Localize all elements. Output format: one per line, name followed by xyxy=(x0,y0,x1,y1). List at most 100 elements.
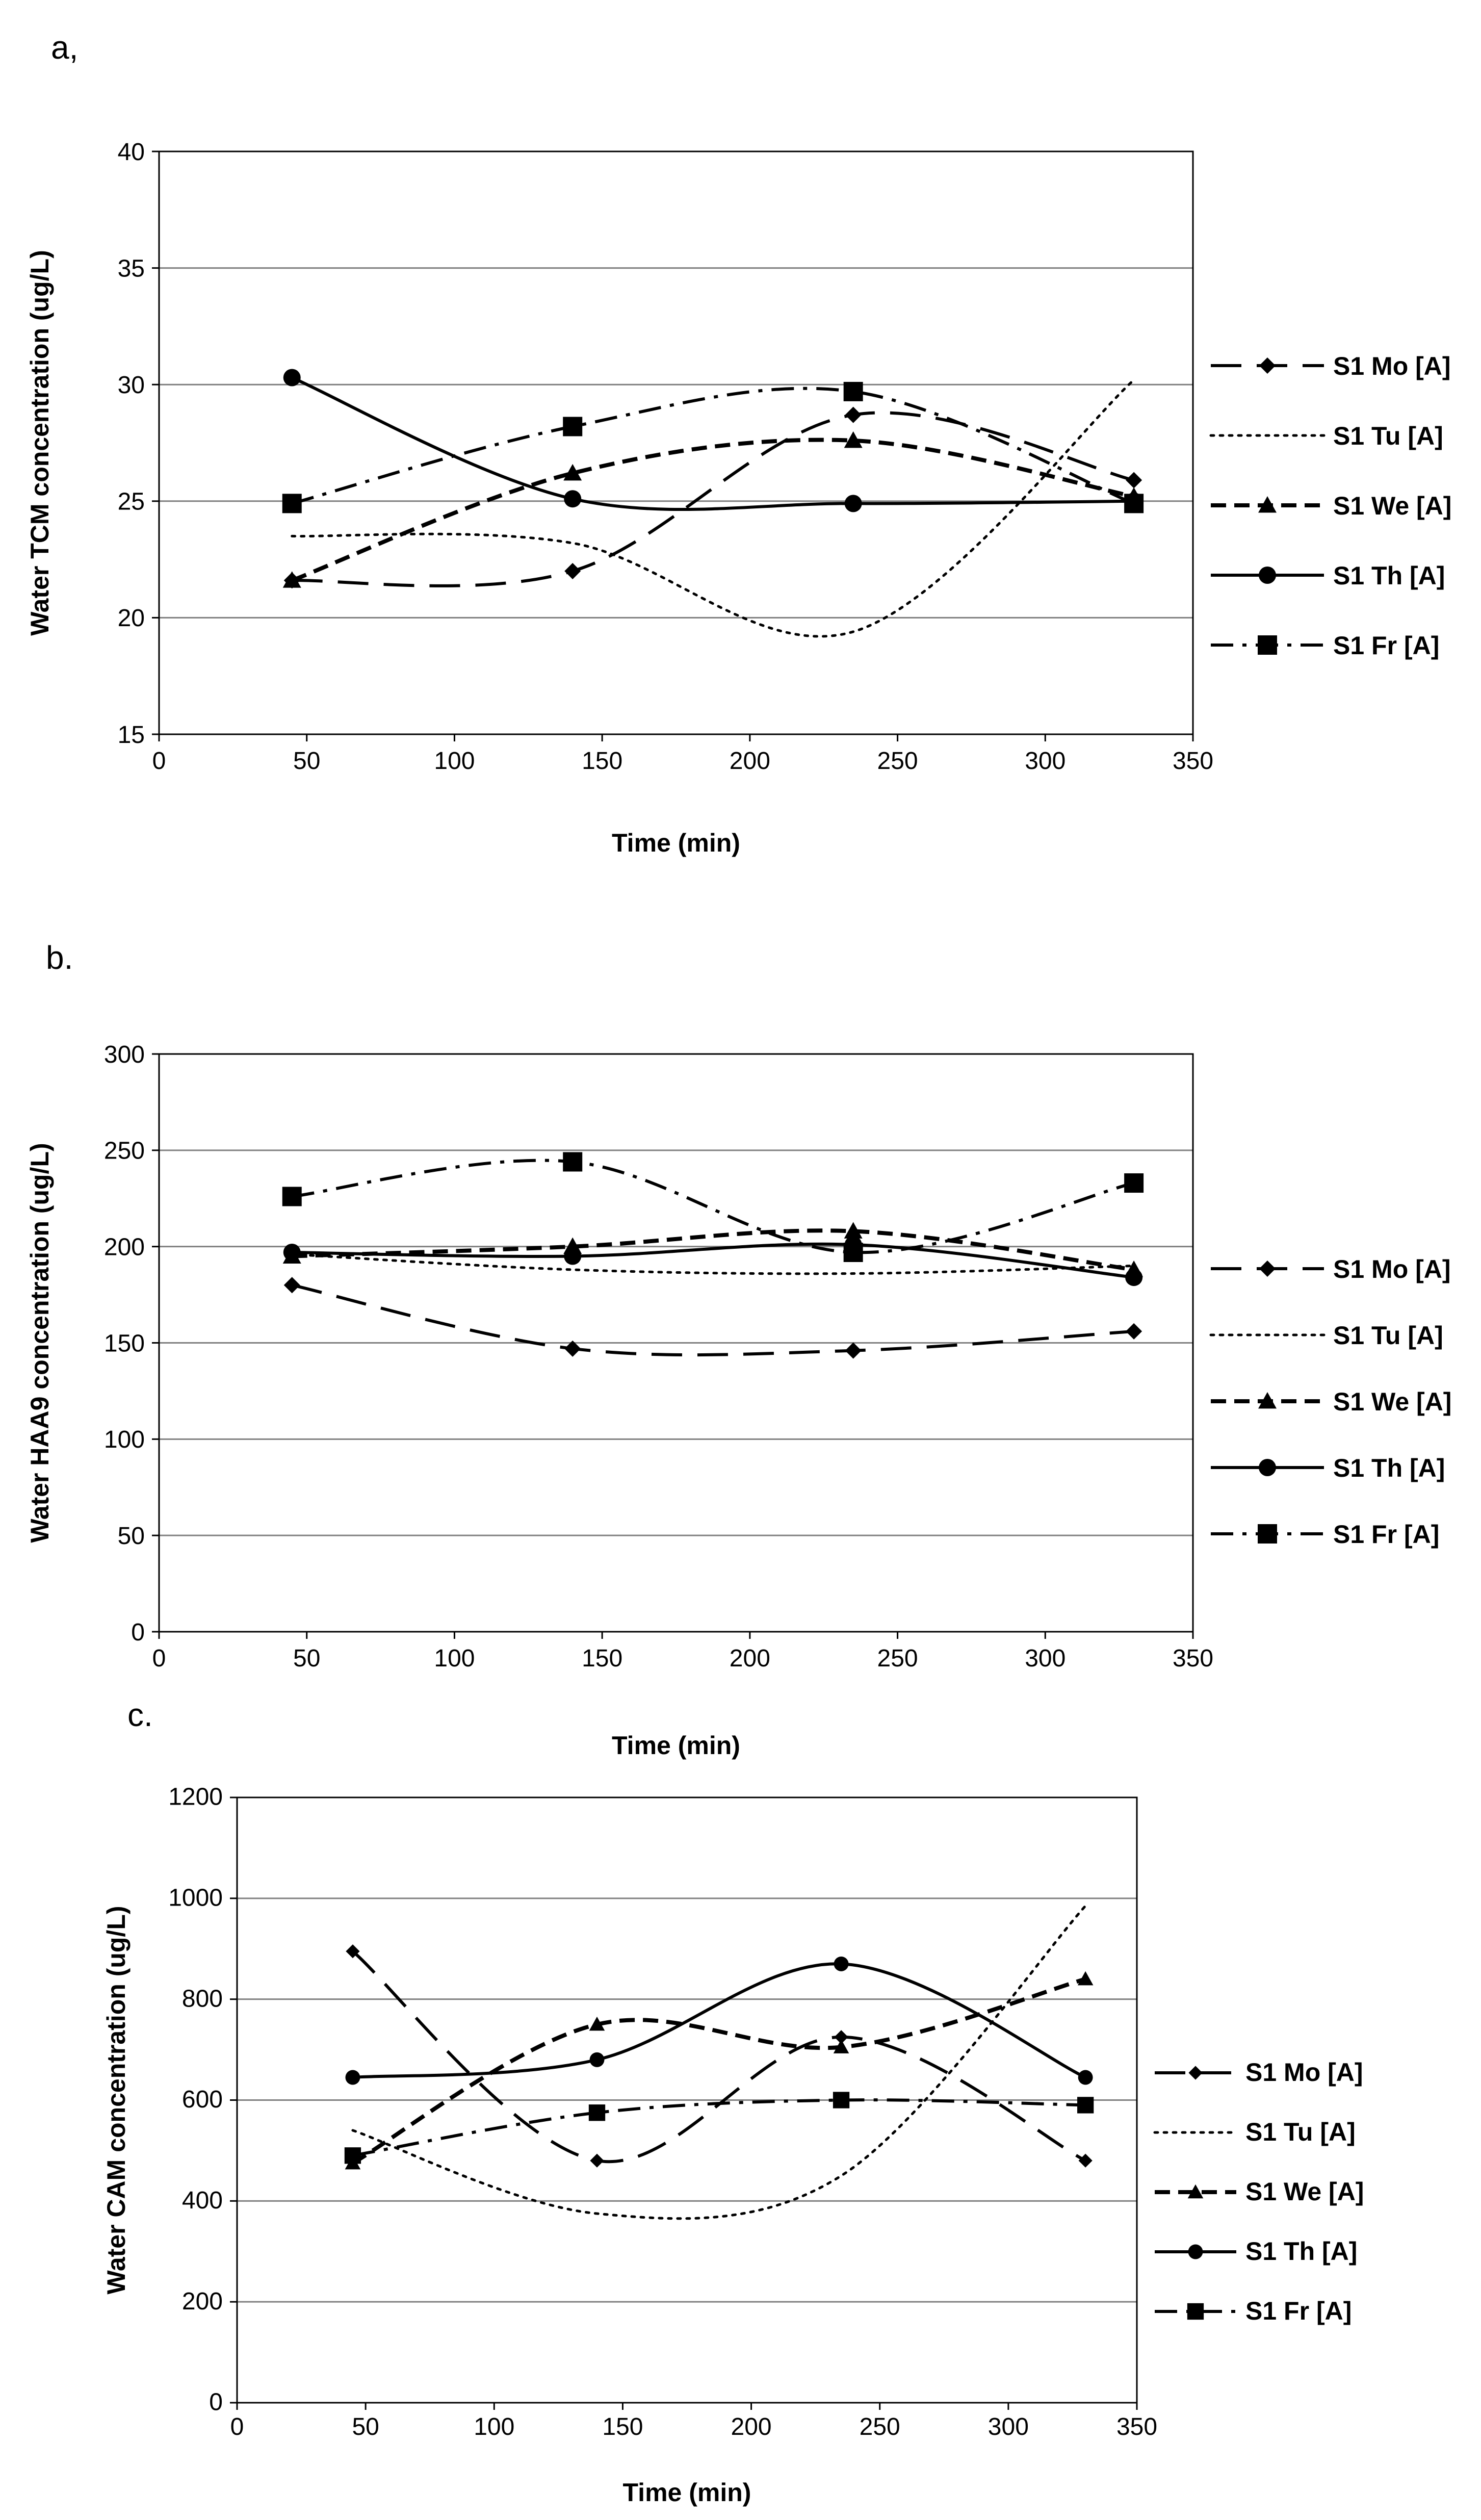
y-tick-label: 20 xyxy=(118,605,145,632)
panel-label: c. xyxy=(127,1696,153,1733)
chart-c: c. 0 200 400 600 800 1000 1200 0 50 100 150 200 250 30… xyxy=(102,1696,1364,2507)
data-point-mo xyxy=(283,1277,300,1294)
x-tick-label: 350 xyxy=(1173,748,1213,775)
series-line-fr xyxy=(292,1159,1134,1254)
series-tu xyxy=(291,378,1135,638)
data-point-fr xyxy=(843,1242,863,1262)
x-tick-label: 50 xyxy=(293,1645,320,1672)
diamond-marker-icon xyxy=(1188,2066,1203,2080)
circle-marker-icon xyxy=(1259,1459,1276,1476)
x-tick-label: 250 xyxy=(877,748,918,775)
legend-label: S1 Tu [A] xyxy=(1245,2118,1356,2146)
data-point-fr xyxy=(344,2147,361,2164)
panel-label: a, xyxy=(51,29,78,66)
legend-label: S1 Fr [A] xyxy=(1333,1520,1439,1549)
legend-label: S1 Fr [A] xyxy=(1245,2297,1352,2325)
series-we xyxy=(345,1971,1094,2170)
data-point-th xyxy=(283,1243,301,1261)
x-tick-label: 300 xyxy=(1025,748,1066,775)
legend-label: S1 Th [A] xyxy=(1333,1454,1445,1482)
legend-entry-fr: S1 Fr [A] xyxy=(1211,631,1439,660)
data-point-we xyxy=(282,571,301,588)
data-point-fr xyxy=(1124,494,1144,513)
x-axis-title: Time (min) xyxy=(612,829,740,857)
diamond-marker-icon xyxy=(1259,357,1276,374)
data-point-fr xyxy=(563,1152,583,1172)
y-tick-label: 1200 xyxy=(168,1784,223,1811)
data-point-th xyxy=(1125,1269,1143,1287)
legend-label: S1 Mo [A] xyxy=(1333,1255,1451,1283)
data-point-mo xyxy=(346,1944,360,1959)
y-tick-label: 400 xyxy=(182,2187,223,2214)
x-tick-label: 150 xyxy=(582,748,622,775)
y-tick-label: 15 xyxy=(118,722,145,749)
circle-marker-icon xyxy=(1188,2244,1203,2259)
data-point-th xyxy=(844,495,862,512)
series-mo xyxy=(346,1944,1093,2168)
x-tick-label: 50 xyxy=(293,748,320,775)
series-line-we xyxy=(291,438,1134,582)
x-tick-label: 350 xyxy=(1116,2413,1157,2440)
x-tick-label: 300 xyxy=(988,2413,1029,2440)
legend-label: S1 Tu [A] xyxy=(1333,422,1443,450)
legend-entry-fr: S1 Fr [A] xyxy=(1155,2297,1352,2325)
series-line-th xyxy=(291,376,1134,511)
series-line-tu xyxy=(291,378,1135,638)
data-point-th xyxy=(564,490,582,508)
x-tick-label: 250 xyxy=(877,1645,918,1672)
data-point-fr xyxy=(563,417,583,436)
legend-label: S1 Fr [A] xyxy=(1333,631,1439,660)
y-tick-label: 200 xyxy=(182,2288,223,2315)
data-point-th xyxy=(589,2052,605,2067)
y-axis-title: Water TCM concentration (ug/L) xyxy=(25,250,54,635)
data-point-th xyxy=(283,369,301,387)
triangle-marker-icon xyxy=(1258,1392,1277,1409)
x-tick-label: 200 xyxy=(730,1645,770,1672)
data-point-th xyxy=(345,2070,360,2085)
data-point-th xyxy=(1078,2070,1093,2085)
y-tick-label: 25 xyxy=(118,488,145,516)
series-tu xyxy=(351,1905,1087,2220)
data-point-th xyxy=(834,1956,849,1971)
legend-entry-we: S1 We [A] xyxy=(1155,2177,1364,2206)
legend-entry-tu: S1 Tu [A] xyxy=(1209,422,1443,450)
y-tick-label: 1000 xyxy=(168,1885,223,1912)
data-point-we xyxy=(589,2016,605,2031)
y-axis-title: Water CAM concentration (ug/L) xyxy=(102,1906,131,2294)
x-tick-label: 200 xyxy=(730,748,770,775)
series-line-fr xyxy=(291,387,1135,505)
series-th xyxy=(283,369,1143,512)
y-tick-label: 100 xyxy=(104,1426,145,1453)
y-tick-label: 40 xyxy=(118,139,145,166)
series-line-th xyxy=(352,1962,1086,2079)
legend-label: S1 Mo [A] xyxy=(1245,2058,1363,2087)
y-tick-label: 300 xyxy=(104,1041,145,1068)
x-tick-label: 100 xyxy=(434,748,475,775)
plot-frame xyxy=(158,150,1194,735)
diamond-marker-icon xyxy=(1259,1261,1276,1277)
data-point-we xyxy=(844,1222,863,1239)
data-point-mo xyxy=(564,562,581,579)
legend-label: S1 Mo [A] xyxy=(1333,352,1451,380)
square-marker-icon xyxy=(1187,2303,1204,2320)
x-tick-label: 0 xyxy=(152,748,166,775)
legend-entry-th: S1 Th [A] xyxy=(1155,2237,1357,2266)
y-tick-label: 200 xyxy=(104,1233,145,1261)
data-point-fr xyxy=(843,381,863,401)
x-axis-title: Time (min) xyxy=(612,1731,740,1760)
legend-label: S1 We [A] xyxy=(1333,492,1451,520)
legend-label: S1 Th [A] xyxy=(1333,561,1445,590)
y-tick-label: 150 xyxy=(104,1330,145,1357)
legend-entry-tu: S1 Tu [A] xyxy=(1153,2118,1356,2146)
legend-entry-th: S1 Th [A] xyxy=(1211,1454,1445,1482)
data-point-th xyxy=(564,1247,582,1265)
series-line-th xyxy=(292,1242,1134,1279)
y-tick-label: 30 xyxy=(118,372,145,399)
series-line-mo xyxy=(351,1950,1086,2164)
series-line-tu xyxy=(351,1905,1087,2220)
legend-label: S1 Th [A] xyxy=(1245,2237,1357,2266)
legend-entry-mo: S1 Mo [A] xyxy=(1211,1255,1451,1283)
x-tick-label: 300 xyxy=(1025,1645,1066,1672)
legend-entry-fr: S1 Fr [A] xyxy=(1211,1520,1439,1549)
plot-frame xyxy=(236,1796,1138,2404)
